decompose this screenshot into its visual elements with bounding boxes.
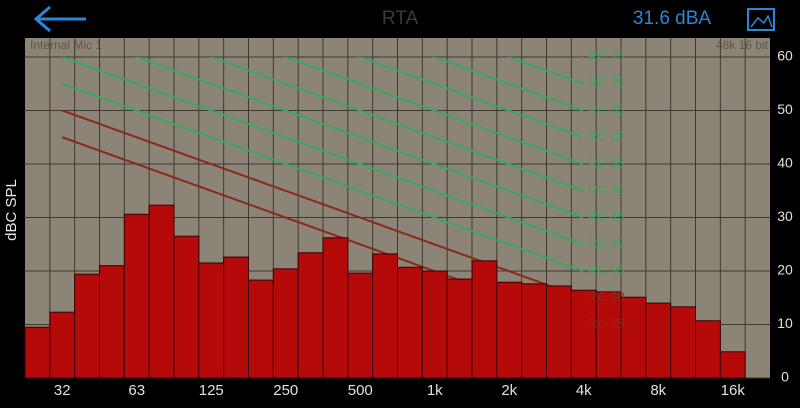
bar <box>521 283 548 379</box>
x-tick-label: 250 <box>273 382 298 399</box>
bar <box>645 302 672 379</box>
bar <box>223 256 250 379</box>
bar <box>148 204 175 379</box>
x-tick-label: 16k <box>721 382 746 399</box>
labels: 0 10 20 30 40 50 60 RC 25 RC 30 RC 35 RC 40 RC 45 RC… <box>54 48 793 399</box>
y-tick-label: 20 <box>777 262 793 278</box>
y-tick-label: 60 <box>777 48 793 64</box>
rc-curve <box>61 82 584 272</box>
rc-curve <box>356 57 584 139</box>
rc-curve-label: RC 55 <box>588 155 625 170</box>
level-readout[interactable]: 31.6 dBA <box>633 8 711 29</box>
rc-curve-label: RC 65 <box>588 102 625 117</box>
screen-title: RTA <box>382 8 419 29</box>
back-button[interactable] <box>33 5 86 33</box>
bar <box>695 320 721 379</box>
rc-curve-label: RC 70 <box>588 75 625 90</box>
y-tick-label: 10 <box>777 315 793 331</box>
rc-curve <box>133 57 584 219</box>
rc-curve-label: RC 75 <box>588 48 625 63</box>
x-tick-label: 32 <box>54 382 71 399</box>
bar <box>496 281 523 379</box>
input-label: Internal Mic 1 <box>30 38 102 52</box>
x-tick-label: 1k <box>427 382 443 399</box>
x-tick-label: 125 <box>199 382 224 399</box>
bar <box>74 273 100 379</box>
rc-curve <box>282 57 584 165</box>
y-tick-label: 0 <box>781 369 789 385</box>
bar <box>322 237 349 379</box>
bar <box>397 266 423 379</box>
bar <box>347 272 374 379</box>
x-tick-label: 2k <box>501 382 517 399</box>
y-tick-label: 50 <box>777 101 793 117</box>
rc-curve-label: RC 60 <box>588 129 625 144</box>
x-tick-label: 500 <box>348 382 373 399</box>
bars <box>24 204 746 379</box>
bar <box>49 311 76 379</box>
bar <box>272 268 299 379</box>
format-label: 48k 16 bit <box>716 38 769 52</box>
rc-curve <box>431 57 584 112</box>
x-tick-label: 8k <box>650 382 666 399</box>
rc-curve <box>208 57 584 192</box>
y-axis-label: dBC SPL <box>3 179 20 241</box>
image-button[interactable] <box>747 8 775 31</box>
bar <box>99 265 125 379</box>
y-tick-label: 40 <box>777 155 793 171</box>
bar <box>471 260 498 379</box>
bar <box>719 351 746 379</box>
bar <box>446 278 473 379</box>
bar <box>123 213 150 379</box>
x-tick-label: 63 <box>128 382 145 399</box>
bar <box>570 289 597 379</box>
rc-curve-label: RC 40 <box>588 236 625 251</box>
bar <box>546 285 572 379</box>
bar <box>248 279 274 379</box>
rc-curve-label: RC 30 <box>588 289 625 304</box>
rc-curve-label: RC 45 <box>588 209 625 224</box>
bar <box>670 306 697 379</box>
bar <box>173 235 200 379</box>
bar <box>24 326 51 379</box>
bar <box>198 262 225 379</box>
rc-curve-label: RC 50 <box>588 182 625 197</box>
x-tick-label: 4k <box>576 382 592 399</box>
y-tick-label: 30 <box>777 208 793 224</box>
rc-curve-label: RC 35 <box>588 262 625 277</box>
bar <box>421 270 448 379</box>
bar <box>297 252 324 379</box>
rc-curve <box>61 57 584 246</box>
bar <box>620 296 647 379</box>
bar <box>372 253 398 379</box>
bar <box>595 291 622 379</box>
rc-curve-label: RC 25 <box>588 316 625 331</box>
